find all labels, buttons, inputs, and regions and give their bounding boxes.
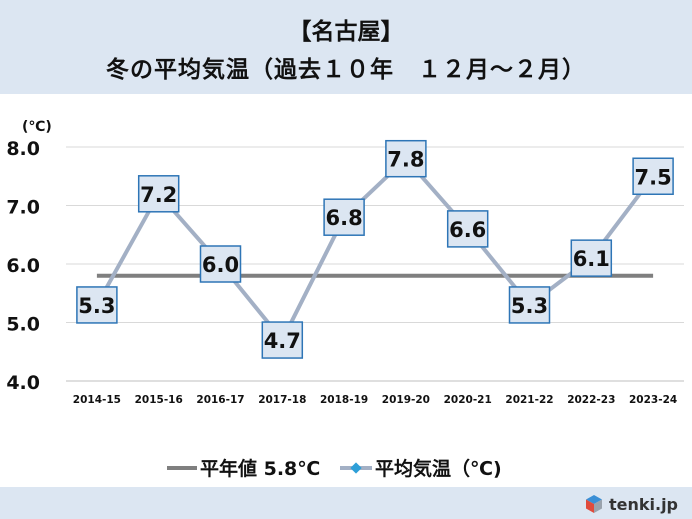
x-tick-label: 2019-20 [382,394,430,406]
data-point-box [323,198,365,236]
data-point-label: 7.5 [632,157,674,195]
data-point-box [137,175,180,213]
data-point-box [261,321,304,359]
y-tick-label: 6.0 [6,255,40,277]
data-point-label: 5.3 [508,286,551,324]
tenki-logo: tenki.jp [584,493,678,515]
data-point-label: 7.2 [137,175,180,213]
data-point-value: 6.8 [325,206,362,230]
data-point-label: 7.8 [385,139,427,178]
data-point-value: 4.7 [264,329,301,353]
x-tick-label: 2016-17 [196,394,244,406]
data-point-value: 6.0 [202,253,239,277]
legend: 平年値 5.8℃ 平均気温（℃) [167,457,502,480]
chart-title-location: 【名古屋】 [288,19,404,45]
data-point-value: 5.3 [78,294,115,318]
data-point-value: 7.2 [140,183,177,207]
x-tick-label: 2022-23 [567,394,615,406]
data-point-box [508,286,551,324]
x-tick-label: 2017-18 [258,394,306,406]
legend-series-marker [350,462,362,474]
data-point-value: 7.5 [634,165,671,189]
data-point-box [385,139,427,178]
x-tick-label: 2015-16 [135,394,183,406]
data-point-value: 6.6 [449,218,486,242]
data-point-label: 6.8 [323,198,365,236]
data-point-box [199,245,242,283]
footer-bar [0,487,692,519]
data-point-label: 6.0 [199,245,242,283]
data-point-value: 6.1 [573,247,610,271]
x-tick-label: 2021-22 [505,394,553,406]
y-axis: (℃) 4.0 5.0 6.0 7.0 8.0 [6,119,51,394]
y-tick-label: 5.0 [6,314,40,336]
chart-title: 冬の平均気温（過去１０年 １２月～２月） [106,57,586,83]
data-point-label: 6.1 [570,239,613,277]
data-labels: 5.3 7.2 6.0 4.7 6.8 7.8 6.6 5.3 6.1 7.5 [76,139,674,359]
data-point-box [446,210,489,248]
data-point-box [76,286,118,324]
x-tick-label: 2020-21 [444,394,492,406]
y-axis-unit-label: (℃) [22,119,52,135]
data-point-value: 7.8 [387,148,424,172]
logo-text: tenki.jp [608,494,678,514]
x-tick-label: 2014-15 [73,394,121,406]
data-point-label: 6.6 [446,210,489,248]
legend-reference-label: 平年値 5.8℃ [200,457,320,480]
y-tick-label: 4.0 [6,372,40,394]
legend-series-label: 平均気温（℃) [375,457,502,480]
y-tick-label: 7.0 [6,197,40,219]
x-tick-label: 2023-24 [629,394,677,406]
data-point-value: 5.3 [511,294,548,318]
series-line [95,156,655,343]
data-point-box [632,157,674,195]
x-tick-label: 2018-19 [320,394,368,406]
tenki-cube-icon [585,495,602,513]
data-point-label: 4.7 [261,321,304,359]
data-point-box [570,239,613,277]
data-point-label: 5.3 [76,286,118,324]
chart-header: 【名古屋】 冬の平均気温（過去１０年 １２月～２月） [0,0,692,94]
series-line-mark [95,156,655,343]
y-tick-label: 8.0 [6,138,40,160]
x-axis: 2014-15 2015-16 2016-17 2017-18 2018-19 2019-… [73,394,677,406]
